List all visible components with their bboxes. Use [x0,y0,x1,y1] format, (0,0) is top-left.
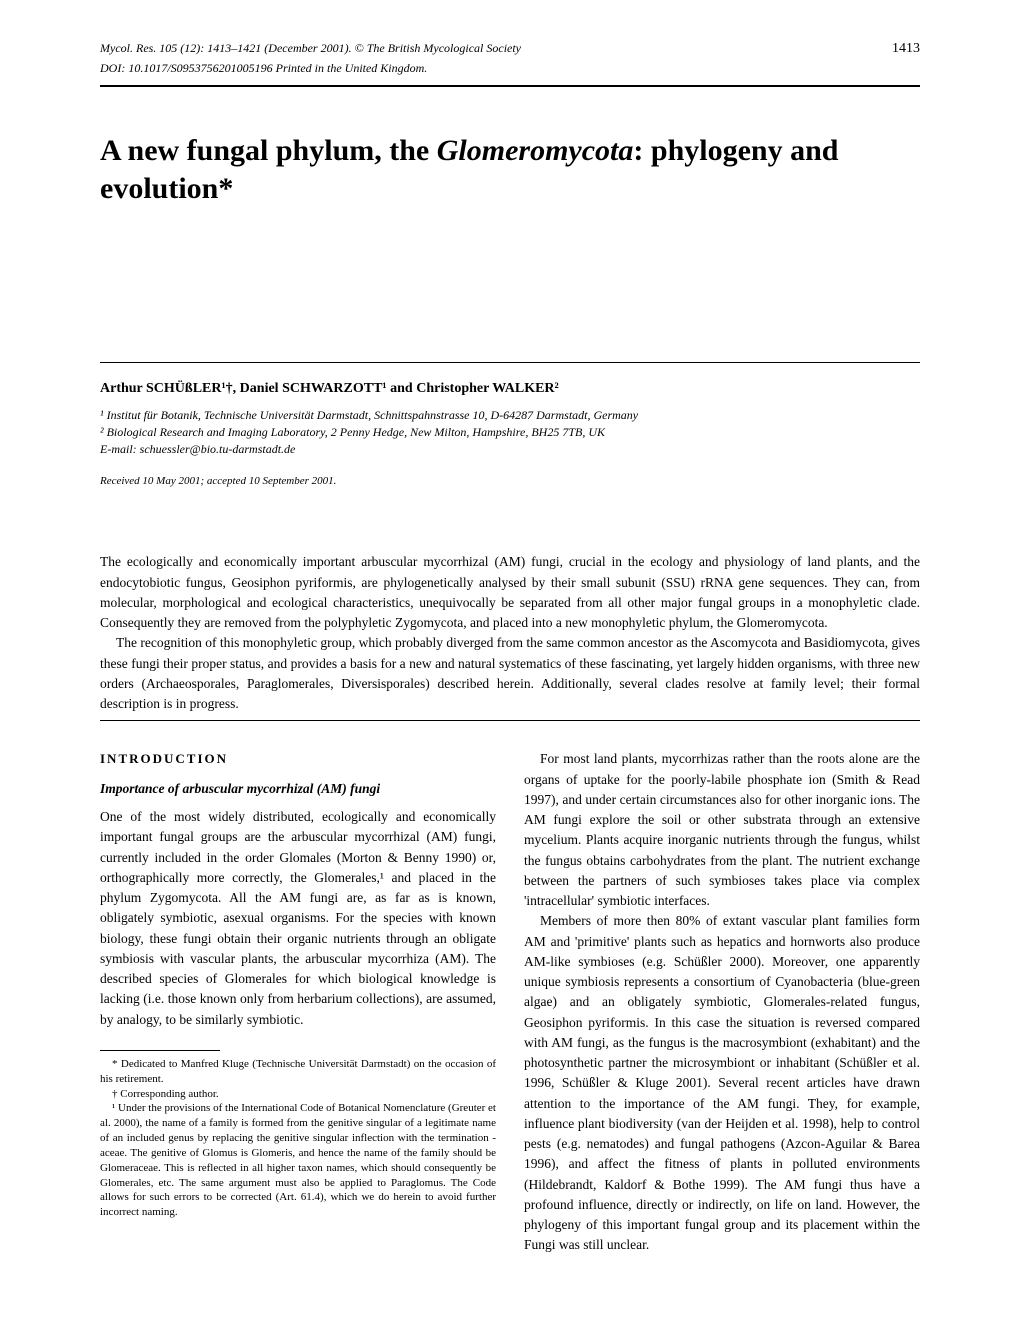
journal-citation: Mycol. Res. 105 (12): 1413–1421 (Decembe… [100,39,521,57]
affiliations: ¹ Institut für Botanik, Technische Unive… [100,407,920,457]
title-rule [100,362,920,363]
footnote-dagger: † Corresponding author. [100,1087,496,1102]
importance-heading: Importance of arbuscular mycorrhizal (AM… [100,779,496,799]
right-para-2: Members of more then 80% of extant vascu… [524,911,920,1255]
header-rule [100,85,920,87]
abstract-para-1: The ecologically and economically import… [100,552,920,633]
header-meta: Mycol. Res. 105 (12): 1413–1421 (Decembe… [100,38,920,77]
authors: Arthur SCHÜßLER¹†, Daniel SCHWARZOTT¹ an… [100,381,920,397]
footnote-divider [100,1050,220,1051]
email: E-mail: schuessler@bio.tu-darmstadt.de [100,441,920,458]
abstract: The ecologically and economically import… [100,552,920,714]
footnote-star: * Dedicated to Manfred Kluge (Technische… [100,1057,496,1087]
right-column: For most land plants, mycorrhizas rather… [524,749,920,1255]
right-para-1: For most land plants, mycorrhizas rather… [524,749,920,911]
body-columns: INTRODUCTION Importance of arbuscular my… [100,749,920,1255]
abstract-rule [100,720,920,721]
footnote-1: ¹ Under the provisions of the Internatio… [100,1101,496,1220]
abstract-para-2: The recognition of this monophyletic gro… [100,633,920,714]
left-column: INTRODUCTION Importance of arbuscular my… [100,749,496,1255]
received-date: Received 10 May 2001; accepted 10 Septem… [100,475,920,487]
introduction-heading: INTRODUCTION [100,749,496,769]
left-para-1: One of the most widely distributed, ecol… [100,807,496,1030]
footnotes: * Dedicated to Manfred Kluge (Technische… [100,1057,496,1220]
affiliation-2: ² Biological Research and Imaging Labora… [100,424,920,441]
doi-line: DOI: 10.1017/S0953756201005196 Printed i… [100,59,920,77]
article-title: A new fungal phylum, the Glomeromycota: … [100,132,920,207]
affiliation-1: ¹ Institut für Botanik, Technische Unive… [100,407,920,424]
page-number: 1413 [892,38,920,59]
